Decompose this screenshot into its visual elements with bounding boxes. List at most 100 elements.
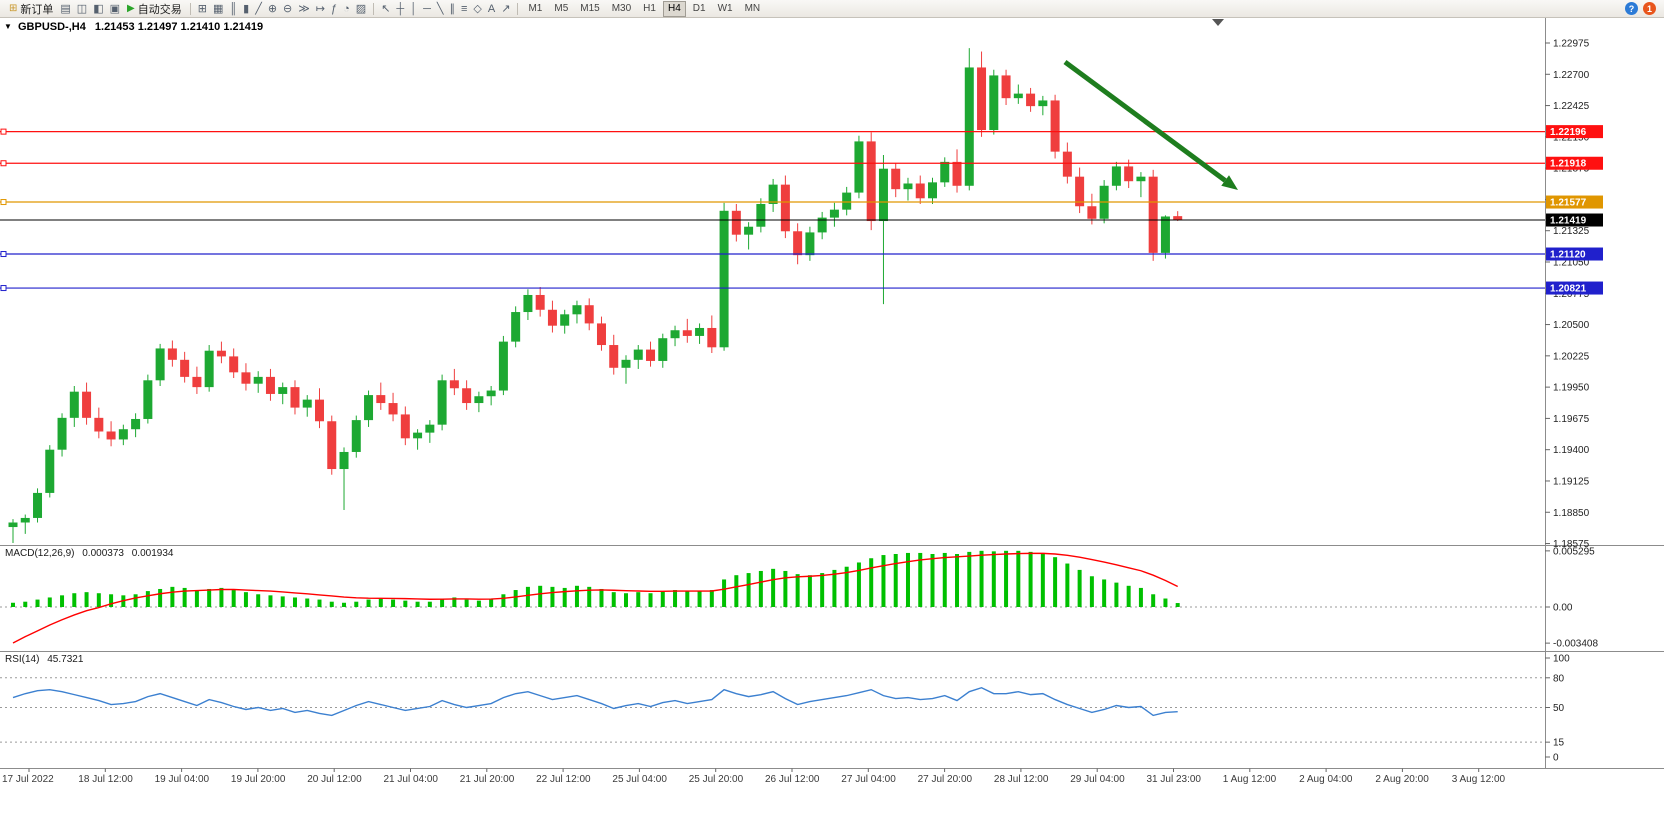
candle-body	[1087, 206, 1097, 219]
macd-histogram-bar	[280, 596, 285, 607]
navigator-icon[interactable]: ◧	[93, 2, 104, 15]
bar-chart-icon[interactable]: ║	[229, 2, 238, 15]
price-axis-label: 1.21325	[1553, 226, 1590, 237]
timeframe-button-m5[interactable]: M5	[554, 2, 569, 14]
macd-histogram-bar	[611, 592, 616, 607]
market-watch-icon[interactable]: ▤	[60, 2, 71, 15]
date-label: 1 Aug 12:00	[1223, 774, 1277, 785]
candle-body	[719, 210, 729, 348]
macd-histogram-bar	[378, 598, 383, 607]
shapes-icon[interactable]: ◇	[473, 2, 482, 15]
date-label: 21 Jul 04:00	[384, 774, 439, 785]
macd-histogram-bar	[109, 594, 114, 607]
rsi-name: RSI(14)	[5, 654, 40, 665]
new-order-button[interactable]: ⊞ 新订单	[5, 1, 57, 17]
chart-shift-icon[interactable]: ↦	[315, 2, 325, 15]
zoom-out-icon[interactable]: ⊖	[283, 2, 293, 15]
chart-shift-marker[interactable]	[1212, 19, 1224, 26]
channel-icon[interactable]: ∥	[449, 2, 456, 15]
candle-body	[449, 380, 459, 389]
terminal-icon[interactable]: ▣	[109, 2, 121, 15]
candle-body	[1062, 151, 1072, 177]
zoom-in-icon[interactable]: ⊕	[267, 2, 278, 15]
macd-histogram-bar	[513, 590, 518, 607]
candle-body	[547, 309, 557, 326]
rsi-axis-label: 15	[1553, 738, 1565, 749]
candle-body	[278, 387, 288, 394]
profiles-icon[interactable]: ▦	[212, 2, 224, 15]
timeframe-button-w1[interactable]: W1	[717, 2, 733, 14]
macd-histogram-bar	[1138, 587, 1143, 607]
timeframe-button-m15[interactable]: M15	[580, 2, 600, 14]
line-chart-icon[interactable]: ╱	[255, 2, 262, 15]
candle-body	[670, 330, 680, 339]
macd-histogram-bar	[991, 551, 996, 607]
macd-histogram-bar	[942, 552, 947, 607]
rsi-panel[interactable]	[0, 652, 1545, 768]
toolbar-separator	[517, 2, 519, 15]
macd-histogram-bar	[11, 602, 15, 607]
macd-histogram-bar	[501, 594, 506, 607]
new-chart-icon[interactable]: ⊞	[197, 2, 207, 15]
macd-histogram-bar	[231, 590, 236, 607]
level-price-badge	[1546, 281, 1603, 295]
timeframe-button-h1[interactable]: H1	[643, 2, 656, 14]
crosshair-icon[interactable]: ┼	[396, 2, 405, 15]
periods-icon[interactable]: ◔	[343, 2, 350, 15]
timeframe-button-mn[interactable]: MN	[744, 2, 761, 14]
timeframe-button-d1[interactable]: D1	[692, 2, 706, 14]
macd-histogram-bar	[170, 586, 175, 607]
macd-histogram-bar	[783, 570, 788, 607]
text-icon[interactable]: A	[487, 2, 496, 15]
auto-trading-button[interactable]: ▶ 自动交易	[123, 1, 186, 17]
chart-canvas[interactable]: 1.229751.227001.224251.221501.218751.216…	[0, 18, 1664, 837]
help-button[interactable]: ?	[1625, 2, 1638, 15]
current-price-badge	[1546, 213, 1603, 227]
timeframe-button-h4[interactable]: H4	[662, 0, 686, 17]
price-axis-label: 1.20500	[1553, 320, 1590, 331]
trend-arrow[interactable]	[1063, 59, 1227, 183]
horizontal-line-icon[interactable]: ─	[423, 2, 431, 15]
rsi-axis-label: 80	[1553, 673, 1565, 684]
macd-histogram-bar	[84, 592, 89, 607]
auto-trading-icon: ▶	[127, 2, 135, 14]
indicators-icon[interactable]: ƒ	[331, 2, 338, 15]
macd-histogram-bar	[329, 601, 334, 607]
macd-histogram-bar	[562, 587, 567, 607]
candle-body	[241, 372, 251, 384]
chart-icon-group: ⊞ ▦ ║ ▮ ╱ ⊕ ⊖ ≫ ↦ ƒ ◔ ▨	[195, 1, 369, 17]
arrow-object-icon[interactable]: ↗	[501, 2, 511, 15]
date-label: 27 Jul 04:00	[841, 774, 896, 785]
main-price-panel[interactable]	[0, 18, 1545, 545]
candle-body	[131, 418, 141, 430]
price-axis-label: 1.20225	[1553, 351, 1590, 362]
notification-badge[interactable]: 1	[1643, 2, 1656, 15]
fibonacci-icon[interactable]: ≡	[461, 2, 468, 15]
macd-histogram-bar	[685, 591, 690, 607]
cursor-icon[interactable]: ↖	[381, 2, 391, 15]
data-window-icon[interactable]: ◫	[76, 2, 88, 15]
timeframe-button-m1[interactable]: M1	[528, 2, 543, 14]
auto-scroll-icon[interactable]: ≫	[298, 2, 310, 15]
macd-histogram-bar	[599, 588, 604, 607]
trendline-icon[interactable]: ╲	[436, 2, 444, 15]
macd-histogram-bar	[47, 597, 52, 607]
candle-body	[560, 314, 570, 326]
date-label: 31 Jul 23:00	[1147, 774, 1202, 785]
candle-body	[1124, 166, 1134, 182]
vertical-line-icon[interactable]: │	[410, 2, 418, 15]
price-axis-label: 1.22700	[1553, 70, 1590, 81]
candle-body	[695, 327, 705, 336]
candle-body	[1001, 75, 1011, 99]
templates-icon[interactable]: ▨	[355, 2, 367, 15]
timeframe-button-m30[interactable]: M30	[611, 2, 632, 14]
date-label: 19 Jul 20:00	[231, 774, 286, 785]
trend-arrow-head[interactable]	[1221, 175, 1238, 190]
macd-histogram-bar	[967, 551, 972, 607]
candlestick-chart-icon[interactable]: ▮	[243, 2, 250, 15]
macd-axis-label: 0.005295	[1553, 546, 1595, 557]
ohlc-values: 1.21453 1.21497 1.21410 1.21419	[94, 21, 264, 33]
candle-body	[646, 349, 656, 361]
date-label: 26 Jul 12:00	[765, 774, 820, 785]
symbol-dropdown-icon[interactable]: ▼	[4, 22, 12, 31]
